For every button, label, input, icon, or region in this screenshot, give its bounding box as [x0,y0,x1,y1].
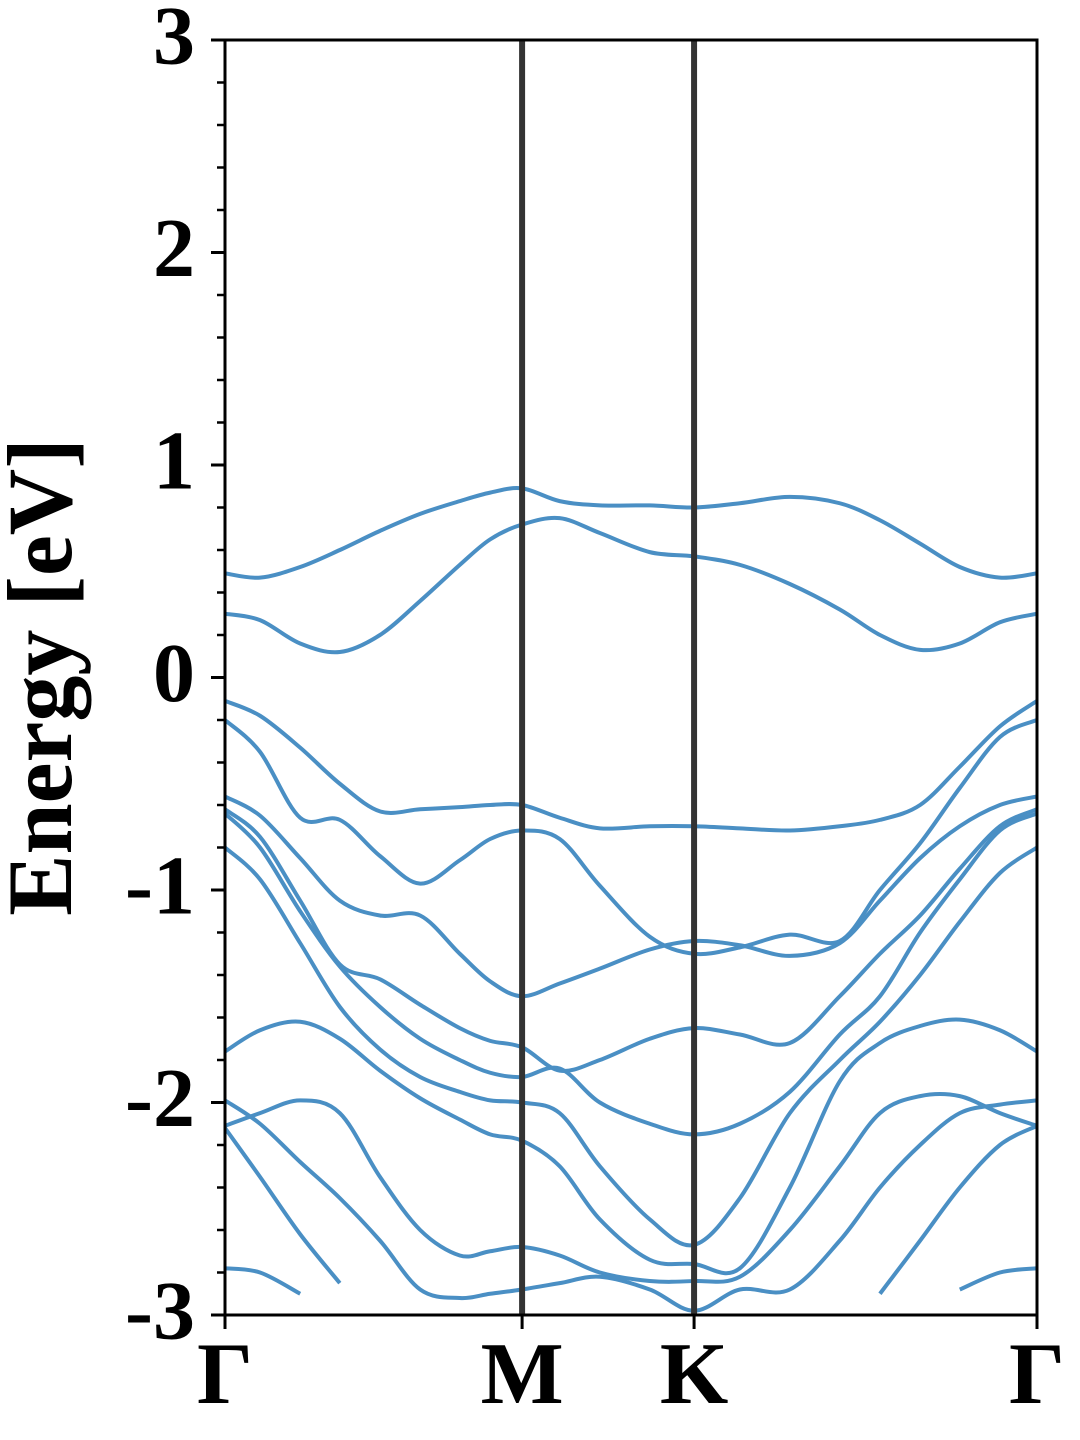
y-tick-label: -1 [125,839,195,932]
y-axis-label: Energy [eV] [0,438,91,916]
y-tick-label: 0 [153,627,195,720]
y-tick-label: 1 [153,414,195,507]
band-line [225,845,1037,1248]
x-tick-label: Γ [197,1326,253,1423]
band-line [225,794,1037,999]
band-line [225,1098,1037,1313]
band-line [225,1266,1037,1296]
band-line [225,811,1037,1137]
x-tick-label: M [481,1326,564,1423]
y-tick-label: 3 [153,0,195,82]
y-tick-label: -3 [125,1264,195,1357]
band-line [225,699,1037,833]
x-tick-label: K [660,1326,728,1423]
band-line [225,515,1037,655]
band-line [225,1092,1037,1284]
y-tick-label: 2 [153,202,195,295]
band-line [225,486,1037,580]
band-line [225,807,1037,1073]
y-tick-label: -2 [125,1052,195,1145]
band-line [225,718,1037,957]
band-line [225,1017,1037,1276]
plot-area [225,486,1037,1313]
band-line [225,1124,1037,1295]
x-tick-label: Γ [1009,1326,1065,1423]
plot-frame [223,38,1039,1317]
